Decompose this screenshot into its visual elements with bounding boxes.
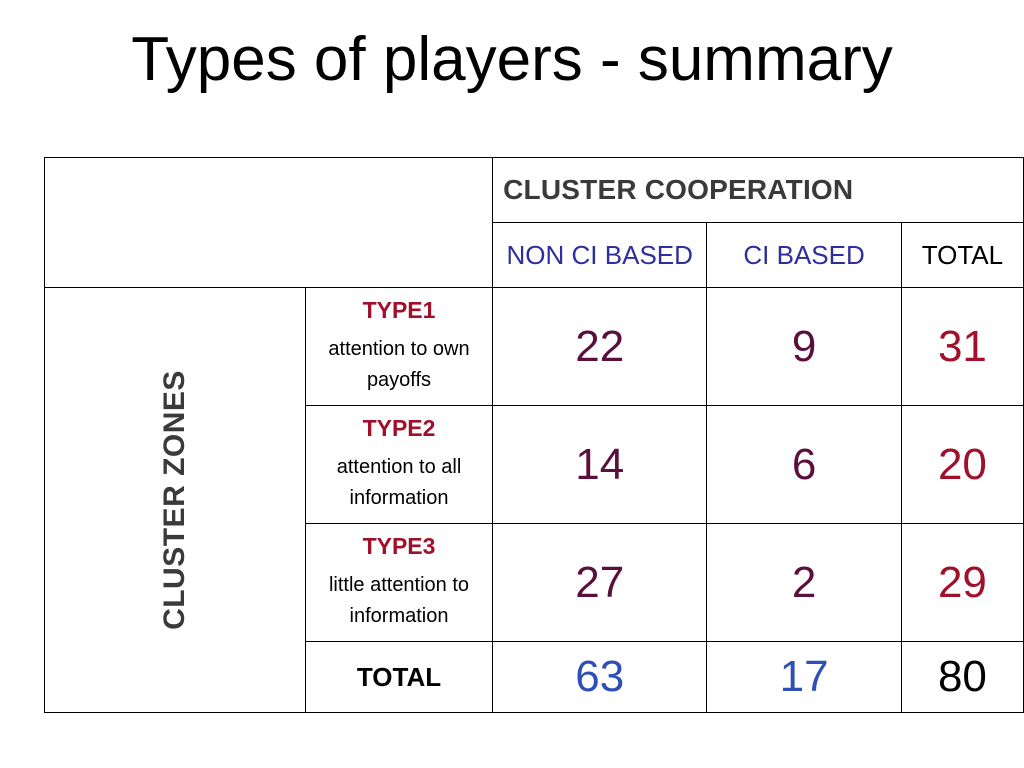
type-description-line1: attention to all	[336, 456, 462, 478]
cell-type2-ci: 6	[706, 405, 902, 524]
cluster-zones-label: CLUSTER ZONES	[157, 370, 191, 630]
cell-total-ci: 17	[706, 641, 902, 713]
cell-grand-total: 80	[900, 641, 1024, 713]
row-label-type1: TYPE1 attention to own payoffs	[304, 287, 494, 406]
cluster-zones-cell: CLUSTER ZONES	[44, 287, 306, 713]
type-name: TYPE3	[362, 533, 436, 559]
table-row-total: TOTAL 63 17 80	[45, 641, 1024, 713]
row-label-total: TOTAL	[304, 641, 494, 713]
table-row-type3: TYPE3 little attention to information 27…	[45, 523, 1024, 642]
column-header-ci-based: CI BASED	[706, 222, 902, 288]
column-header-non-ci-based: NON CI BASED	[492, 222, 708, 288]
type-description-line1: attention to own	[328, 338, 470, 360]
cell-type1-total: 31	[900, 287, 1024, 406]
type-name: TYPE1	[362, 297, 436, 323]
column-header-total: TOTAL	[900, 222, 1024, 288]
cell-type1-non-ci: 22	[492, 287, 708, 406]
cell-type3-total: 29	[900, 523, 1024, 642]
summary-table: CLUSTER COOPERATION NON CI BASED CI BASE…	[43, 157, 1024, 713]
empty-corner-cell	[43, 157, 494, 288]
cell-type3-ci: 2	[706, 523, 902, 642]
cell-type2-non-ci: 14	[492, 405, 708, 524]
cluster-cooperation-header: CLUSTER COOPERATION	[492, 157, 1024, 223]
cell-type2-total: 20	[900, 405, 1024, 524]
table-row-type2: TYPE2 attention to all information 14 6 …	[45, 405, 1024, 524]
cell-type3-non-ci: 27	[492, 523, 708, 642]
type-name: TYPE2	[362, 415, 436, 441]
type-description-line2: payoffs	[366, 369, 432, 391]
type-description-line2: information	[349, 487, 449, 509]
row-label-type2: TYPE2 attention to all information	[304, 405, 494, 524]
table-row-type1: CLUSTER ZONES TYPE1 attention to own pay…	[44, 287, 1024, 713]
type-description-line1: little attention to	[328, 574, 470, 596]
slide-title: Types of players - summary	[131, 25, 893, 94]
cell-type1-ci: 9	[706, 287, 902, 406]
cell-total-non-ci: 63	[492, 641, 708, 713]
row-label-type3: TYPE3 little attention to information	[304, 523, 494, 642]
type-description-line2: information	[349, 605, 449, 627]
